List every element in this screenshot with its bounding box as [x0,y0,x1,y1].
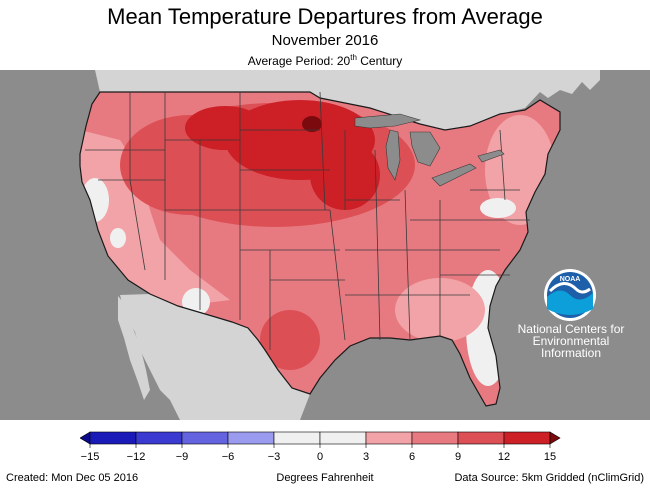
anomaly-near-normal-socal [110,228,126,248]
legend-color-box [503,431,551,445]
temperature-map: NOAA [0,70,650,420]
noaa-logo: NOAA [544,269,596,321]
average-period: Average Period: 20th Century [0,51,650,68]
legend-tick-label: 6 [409,451,415,463]
noaa-logo-text: NOAA [560,276,581,283]
color-legend: −15 −12 −9 −6 −3 0 3 6 9 12 15 [80,431,561,463]
legend-color-box [227,431,275,445]
average-period-prefix: Average Period: 20 [247,54,351,68]
legend-color-box [273,431,321,445]
legend-tick-label: −15 [81,451,100,463]
state-line [499,129,506,201]
legend-tick-label: 9 [455,451,461,463]
ncei-caption-line: Environmental [532,334,610,348]
legend-color-box [89,431,137,445]
lake-erie [431,163,477,187]
ncei-caption-line: National Centers for [517,322,625,336]
state-line [404,189,411,341]
legend-tick-label: 12 [498,451,510,463]
legend-color-box [411,431,459,445]
state-line [329,209,346,341]
anomaly-near-normal-appalachia [480,198,516,218]
legend-tick-label: −12 [127,451,146,463]
ncei-caption: National Centers for Environmental Infor… [512,323,630,359]
legend-color-box [319,431,367,445]
mexico-land [120,294,310,420]
legend-tick-label: −6 [222,451,235,463]
state-line [374,149,381,341]
state-boundaries [85,91,530,350]
state-line [319,91,326,211]
legend-color-box [457,431,505,445]
legend-tick-label: −9 [176,451,189,463]
average-period-superscript: th [350,53,357,62]
average-period-suffix: Century [356,54,403,68]
lake-ontario [477,149,505,163]
baja-peninsula [118,296,150,400]
legend-under-arrow [80,431,91,445]
lake-huron [409,131,441,167]
header: Mean Temperature Departures from Average… [0,0,650,70]
anomaly-15plus-north-minnesota [302,116,322,132]
noaa-logo-bird-icon [547,290,593,315]
data-source: Data Source: 5km Gridded (nClimGrid) [454,472,644,484]
noaa-logo-wave-icon [548,282,591,294]
ncei-caption-line: Information [540,346,602,360]
map-subtitle: November 2016 [271,32,379,49]
lake-superior [354,113,422,129]
legend-color-box [181,431,229,445]
anomaly-9to12-texas [260,310,320,370]
great-lakes [354,113,505,187]
state-line [129,179,146,271]
map-title: Mean Temperature Departures from Average [107,4,543,29]
anomaly-6to9-west [80,130,230,310]
legend-tick-label: 3 [363,451,369,463]
canada-land [95,70,600,130]
units-label: Degrees Fahrenheit [276,472,374,484]
us-outline [79,91,561,407]
legend-color-box [135,431,183,445]
legend-tick-label: −3 [268,451,281,463]
legend-tick-labels: −15 −12 −9 −6 −3 0 3 6 9 12 15 [81,444,556,463]
legend-tick-label: 0 [317,451,323,463]
anomaly-12to15-montana [185,106,265,150]
legend-color-box [365,431,413,445]
lake-michigan [385,129,401,181]
legend-over-arrow [549,431,561,445]
legend-tick-label: 15 [544,451,556,463]
created-date: Created: Mon Dec 05 2016 [6,472,139,484]
legend-color-boxes [80,431,561,445]
